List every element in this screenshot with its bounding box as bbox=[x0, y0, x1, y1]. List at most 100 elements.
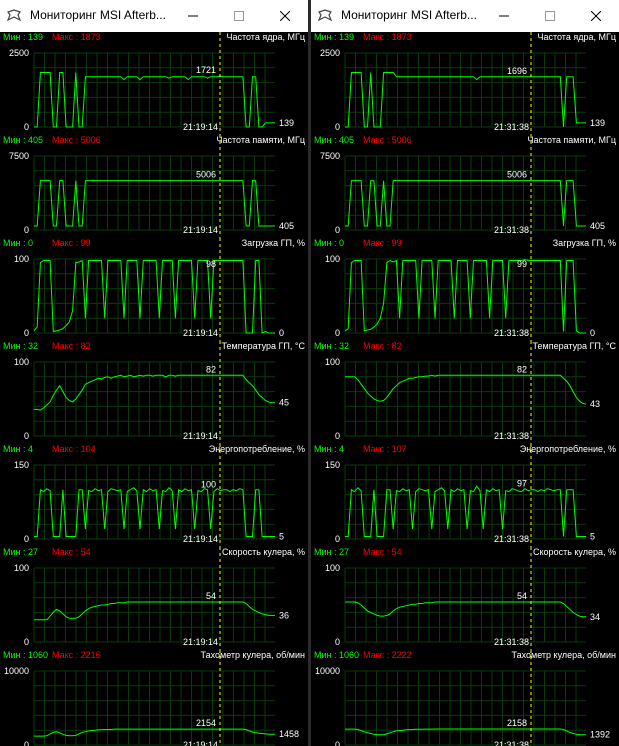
graph-grid bbox=[33, 155, 275, 231]
cursor-value-label: 99 bbox=[517, 259, 527, 269]
min-label: Мин : 4 bbox=[3, 444, 33, 454]
y-axis-max-label: 150 bbox=[14, 460, 29, 470]
maximize-button[interactable] bbox=[527, 0, 573, 32]
y-axis-min-label: 0 bbox=[335, 225, 340, 235]
current-value-label: 45 bbox=[279, 398, 289, 408]
graph-line bbox=[345, 374, 587, 405]
min-label: Мин : 0 bbox=[314, 238, 344, 248]
graph-panel: Мин : 4 Макс : 107 Энергопотребление, % 150… bbox=[314, 444, 616, 547]
maximize-button[interactable] bbox=[216, 0, 262, 32]
title-bar[interactable]: Мониторинг MSI Afterb... bbox=[311, 0, 619, 33]
graph-grid bbox=[344, 155, 586, 231]
cursor-value-label: 1696 bbox=[507, 66, 527, 76]
graph-title: Температура ГП, °C bbox=[222, 341, 306, 351]
graph-area[interactable]: Мин : 139 Макс : 1873 Частота ядра, МГц 250… bbox=[311, 32, 619, 746]
max-label: Макс : 99 bbox=[363, 238, 402, 248]
graph-line bbox=[34, 180, 275, 227]
y-axis-max-label: 7500 bbox=[320, 151, 340, 161]
y-axis-max-label: 150 bbox=[325, 460, 340, 470]
graph-panel: Мин : 405 Макс : 5006 Частота памяти, МГц 7… bbox=[314, 135, 616, 238]
graph-title: Температура ГП, °C bbox=[533, 341, 617, 351]
current-value-label: 43 bbox=[590, 399, 600, 409]
max-label: Макс : 5006 bbox=[363, 135, 412, 145]
min-label: Мин : 4 bbox=[314, 444, 344, 454]
y-axis-max-label: 100 bbox=[14, 563, 29, 573]
y-axis-max-label: 2500 bbox=[9, 48, 29, 58]
cursor-value-label: 100 bbox=[201, 480, 216, 490]
y-axis-max-label: 10000 bbox=[315, 666, 340, 676]
y-axis-min-label: 0 bbox=[335, 740, 340, 746]
graph-area[interactable]: Мин : 139 Макс : 1873 Частота ядра, МГц 250… bbox=[0, 32, 308, 746]
cursor-value-label: 54 bbox=[206, 591, 216, 601]
y-axis-max-label: 100 bbox=[325, 254, 340, 264]
max-label: Макс : 104 bbox=[52, 444, 96, 454]
cursor-time-label: 21:31:38 bbox=[494, 637, 529, 647]
close-button[interactable] bbox=[573, 0, 619, 32]
min-label: Мин : 405 bbox=[3, 135, 43, 145]
max-label: Макс : 54 bbox=[363, 547, 402, 557]
graph-panel: Мин : 1060 Макс : 2222 Тахометр кулера, об… bbox=[314, 650, 616, 746]
graph-grid bbox=[344, 258, 586, 334]
graph-panel: Мин : 32 Макс : 82 Температура ГП, °C 100 0 8… bbox=[3, 341, 305, 444]
y-axis-min-label: 0 bbox=[24, 328, 29, 338]
minimize-icon bbox=[188, 15, 198, 17]
max-label: Макс : 2222 bbox=[363, 650, 412, 660]
graph-title: Тахометр кулера, об/мин bbox=[512, 650, 617, 660]
cursor-time-label: 21:19:14 bbox=[183, 534, 218, 544]
window-title: Мониторинг MSI Afterb... bbox=[341, 8, 477, 22]
y-axis-min-label: 0 bbox=[24, 637, 29, 647]
maximize-icon bbox=[545, 11, 555, 21]
graph-title: Частота памяти, МГц bbox=[528, 135, 616, 145]
y-axis-max-label: 100 bbox=[14, 357, 29, 367]
close-icon bbox=[280, 11, 290, 21]
graph-panel: Мин : 139 Макс : 1873 Частота ядра, МГц 250… bbox=[314, 32, 616, 135]
cursor-time-label: 21:19:14 bbox=[183, 328, 218, 338]
cursor-time-label: 21:19:14 bbox=[183, 225, 218, 235]
min-label: Мин : 1060 bbox=[314, 650, 359, 660]
graph-grid bbox=[344, 361, 586, 437]
graph-line bbox=[33, 259, 275, 334]
graph-panel: Мин : 0 Макс : 99 Загрузка ГП, % 100 0 99 21:3… bbox=[314, 238, 616, 341]
graph-panel: Мин : 139 Макс : 1873 Частота ядра, МГц 250… bbox=[3, 32, 305, 135]
max-label: Макс : 99 bbox=[52, 238, 91, 248]
min-label: Мин : 27 bbox=[3, 547, 38, 557]
cursor-value-label: 97 bbox=[517, 479, 527, 489]
y-axis-min-label: 0 bbox=[335, 431, 340, 441]
min-label: Мин : 0 bbox=[3, 238, 33, 248]
minimize-button[interactable] bbox=[170, 0, 216, 32]
title-bar[interactable]: Мониторинг MSI Afterb... bbox=[0, 0, 308, 33]
cursor-time-label: 21:31:38 bbox=[494, 431, 529, 441]
cursor-time-label: 21:31:38 bbox=[494, 534, 529, 544]
y-axis-max-label: 10000 bbox=[4, 666, 29, 676]
max-label: Макс : 82 bbox=[52, 341, 91, 351]
graph-panel: Мин : 0 Макс : 99 Загрузка ГП, % 100 0 98 21:1… bbox=[3, 238, 305, 341]
max-label: Макс : 82 bbox=[363, 341, 402, 351]
graph-grid bbox=[33, 464, 275, 540]
cursor-value-label: 1721 bbox=[196, 65, 216, 75]
graph-grid bbox=[33, 361, 275, 437]
graph-line bbox=[344, 259, 586, 334]
max-label: Макс : 5006 bbox=[52, 135, 101, 145]
graph-grid bbox=[33, 670, 275, 746]
graph-panel: Мин : 32 Макс : 82 Температура ГП, °C 100 0 8… bbox=[314, 341, 616, 444]
window-title: Мониторинг MSI Afterb... bbox=[30, 8, 166, 22]
minimize-button[interactable] bbox=[481, 0, 527, 32]
graph-title: Частота памяти, МГц bbox=[217, 135, 305, 145]
y-axis-min-label: 0 bbox=[24, 534, 29, 544]
current-value-label: 405 bbox=[279, 221, 294, 231]
cursor-value-label: 5006 bbox=[507, 170, 527, 180]
current-value-label: 0 bbox=[279, 328, 284, 338]
graph-title: Энергопотребление, % bbox=[209, 444, 305, 454]
close-button[interactable] bbox=[262, 0, 308, 32]
min-label: Мин : 1060 bbox=[3, 650, 48, 660]
graph-line bbox=[345, 601, 586, 618]
cursor-time-label: 21:31:38 bbox=[494, 740, 529, 746]
min-label: Мин : 32 bbox=[3, 341, 38, 351]
cursor-value-label: 2154 bbox=[196, 718, 216, 728]
y-axis-max-label: 7500 bbox=[9, 151, 29, 161]
y-axis-max-label: 100 bbox=[325, 563, 340, 573]
y-axis-min-label: 0 bbox=[335, 122, 340, 132]
graph-panel: Мин : 27 Макс : 54 Скорость кулера, % 100 0 5… bbox=[314, 547, 616, 650]
current-value-label: 139 bbox=[590, 118, 605, 128]
y-axis-min-label: 0 bbox=[335, 534, 340, 544]
